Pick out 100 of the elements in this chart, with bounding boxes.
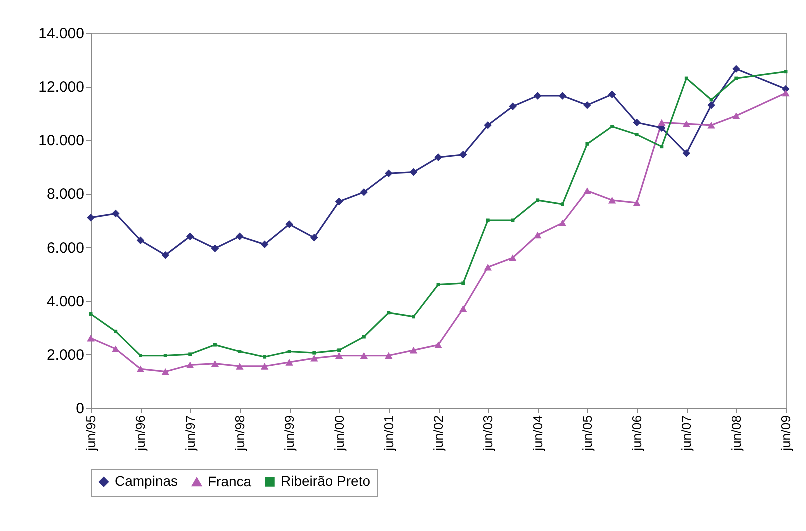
point [286,220,294,228]
point [434,154,442,162]
x-tick-label: jun/00 [332,416,347,452]
point [459,306,468,312]
point [708,101,716,110]
legend-label: Campinas [115,473,178,490]
x-tick-label: jun/04 [530,416,546,452]
x-tick-label: jun/08 [728,416,744,452]
y-tick-label: 6.000 [46,240,84,257]
point [558,92,567,100]
x-tick-label: jun/97 [182,416,198,452]
point [410,347,418,354]
legend-label: Franca [208,473,252,490]
y-tick-label: 4.000 [46,293,84,310]
point [385,352,393,360]
point [114,330,118,334]
point [462,282,466,286]
point [136,366,145,373]
y-tick-label: 12.000 [38,79,84,96]
point [710,98,714,102]
x-tick-label: jun/02 [431,416,446,452]
point [360,352,368,360]
point [186,232,194,240]
x-tick-label: jun/07 [679,416,694,452]
point [87,335,95,342]
point [635,133,639,137]
x-tick-label: jun/09 [778,416,794,452]
y-tick-label: 10.000 [38,132,84,150]
point [139,354,142,358]
point [484,264,492,271]
point [782,90,790,97]
point [238,350,242,354]
point [633,118,641,127]
point [236,232,244,240]
x-tick-label: jun/99 [282,416,298,452]
point [484,122,492,130]
x-tick-label: jun/01 [381,416,396,452]
point [136,236,145,244]
point [387,311,391,315]
point [286,359,294,366]
point [734,76,738,80]
point [263,355,267,359]
point [608,197,616,204]
point [534,92,542,100]
point [586,142,590,146]
point [732,112,740,120]
point [310,355,318,362]
x-tick-label: jun/05 [580,416,595,452]
point [87,214,95,222]
point [236,363,244,370]
point [335,198,344,206]
point [509,254,517,262]
point [385,170,393,178]
point [434,342,442,348]
point [410,168,418,176]
point [112,210,120,218]
point [633,200,641,206]
point [260,363,269,370]
x-tick-label: jun/98 [232,416,248,452]
point [112,346,120,352]
x-tick-label: jun/06 [630,416,645,452]
point [660,145,664,149]
point [459,151,468,159]
point [658,119,666,126]
point [584,101,592,110]
x-tick-label: jun/03 [480,416,496,452]
point [536,198,540,202]
point [211,360,220,368]
legend-label: Ribeirão Preto [281,473,371,490]
point [162,368,170,376]
point [213,343,217,347]
y-tick-label: 2.000 [46,346,84,364]
point [338,348,342,352]
x-tick-label: jun/95 [84,416,98,452]
point [164,354,168,358]
point [558,220,567,227]
point [682,120,691,128]
point [682,150,691,158]
point [360,188,368,196]
point [534,232,542,239]
point [708,122,716,129]
point [288,350,292,354]
y-tick-label: 14.000 [38,26,84,42]
point [310,234,318,242]
point [684,76,688,80]
point [610,125,614,128]
point [211,244,220,252]
y-tick-label: 8.000 [46,186,84,204]
x-tick-label: jun/96 [133,416,148,452]
point [335,352,344,360]
point [186,362,194,368]
point [732,65,740,74]
point [560,202,564,206]
point [412,315,416,319]
y-tick-label: 0 [76,400,84,418]
point [260,240,269,248]
point [584,188,592,194]
point [608,90,616,98]
point [509,102,517,111]
point [162,251,170,260]
